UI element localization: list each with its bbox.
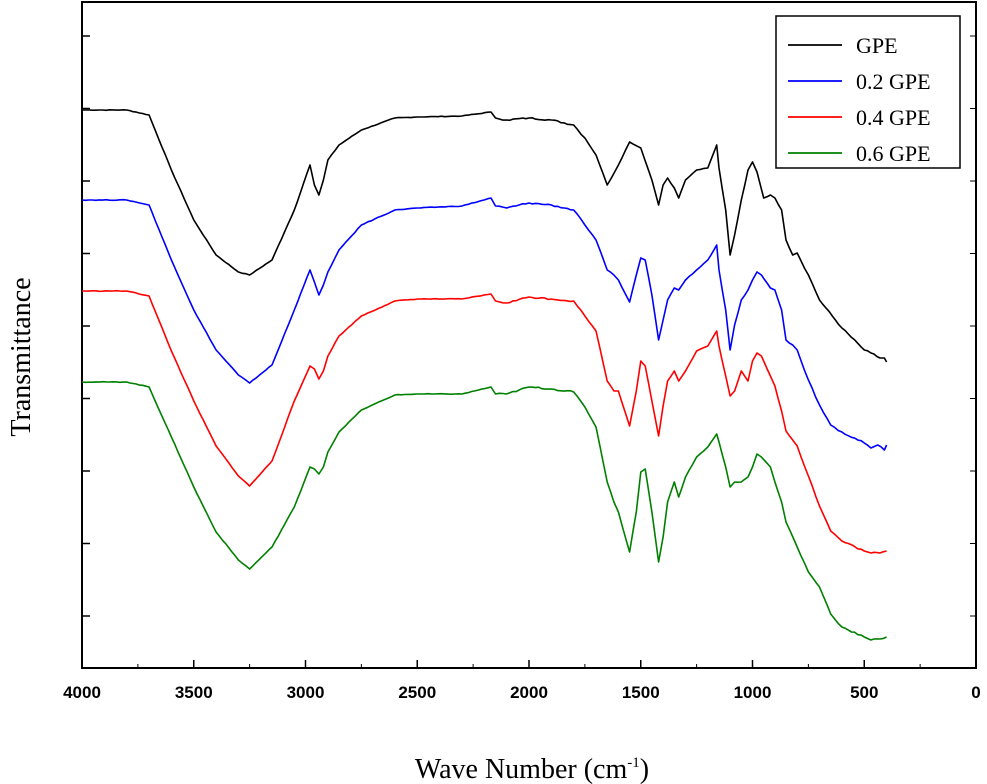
legend: GPE 0.2 GPE 0.4 GPE 0.6 GPE bbox=[775, 15, 961, 169]
x-tick-label-3000: 3000 bbox=[287, 683, 325, 702]
axis-ticks bbox=[81, 35, 977, 668]
series-line-gpe bbox=[82, 109, 888, 363]
legend-label-0-4-gpe: 0.4 GPE bbox=[856, 105, 931, 130]
x-tick-label-0: 0 bbox=[971, 683, 980, 702]
x-axis-title-main: Wave Number (cm bbox=[415, 754, 628, 784]
x-tick-label-4000: 4000 bbox=[63, 683, 101, 702]
legend-items: GPE 0.2 GPE 0.4 GPE 0.6 GPE bbox=[788, 33, 931, 166]
legend-label-0-6-gpe: 0.6 GPE bbox=[856, 141, 931, 166]
x-axis-title-close: ) bbox=[640, 754, 649, 784]
x-tick-label-2000: 2000 bbox=[510, 683, 548, 702]
x-tick-label-3500: 3500 bbox=[175, 683, 213, 702]
x-tick-label-1000: 1000 bbox=[734, 683, 772, 702]
series-line-0-6-gpe bbox=[81, 380, 887, 641]
legend-box bbox=[775, 15, 961, 169]
x-axis-title: Wave Number (cm-1) bbox=[415, 754, 649, 784]
x-tick-label-1500: 1500 bbox=[622, 683, 660, 702]
x-tick-labels: 4000 3500 3000 2500 2000 1500 1000 500 0 bbox=[63, 683, 981, 702]
legend-label-gpe: GPE bbox=[856, 33, 898, 58]
series-line-0-4-gpe bbox=[82, 289, 887, 554]
x-tick-label-2500: 2500 bbox=[398, 683, 436, 702]
series-group bbox=[81, 109, 888, 641]
legend-label-0-2-gpe: 0.2 GPE bbox=[856, 69, 931, 94]
x-axis-title-superscript: -1 bbox=[627, 755, 640, 771]
x-tick-label-500: 500 bbox=[850, 683, 878, 702]
series-line-0-2-gpe bbox=[81, 197, 888, 451]
y-axis-title: Transmittance bbox=[6, 277, 37, 436]
